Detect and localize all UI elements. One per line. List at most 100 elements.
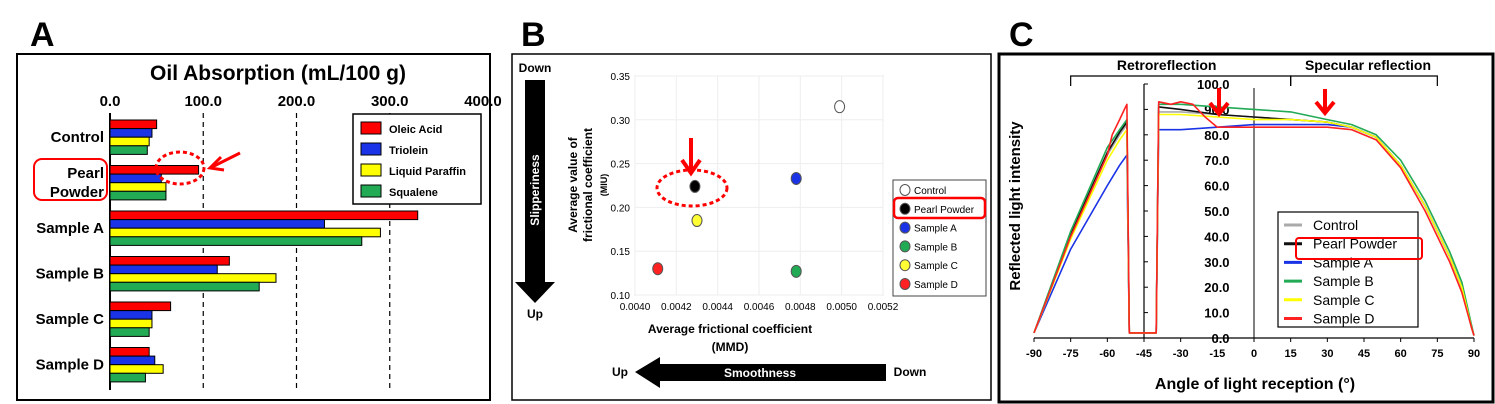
chart-b-plot-area	[634, 75, 884, 296]
legend-label-pearl-powder: Pearl Powder	[1313, 236, 1397, 252]
chart-c-x-axis-label: Angle of light reception (°)	[1155, 376, 1355, 393]
chart-b-x-axis-label: (MMD)	[712, 340, 749, 354]
bar-control-liquid-paraffin	[109, 136, 150, 147]
chart-c-y-tick-label: 100.0	[1197, 77, 1230, 92]
legend-swatch-squalene	[360, 184, 382, 198]
region-label-retroreflection: Retroreflection	[1117, 57, 1217, 73]
chart-a-x-ticks: 0.0 100.0 200.0 300.0 400.0	[100, 93, 502, 110]
pearl-powder-arrow-head-icon	[206, 155, 225, 172]
chart-a-legend: Oleic Acid Triolein Liquid Paraffin Squalen…	[352, 113, 482, 205]
chart-c-x-tick-label: 45	[1358, 348, 1370, 360]
line-sample-b	[1033, 103, 1475, 336]
panel-c-reflection-chart: Retroreflection Specular reflection -90 -7…	[997, 52, 1495, 404]
specular-arrow-head-icon	[1314, 100, 1336, 117]
chart-b-y-tick-label: 0.30	[611, 116, 631, 127]
legend-label-triolein: Triolein	[389, 145, 428, 157]
vertical-arrow-bottom-label: Up	[527, 307, 543, 321]
chart-a-category-labels: Control Pearl Powder Sample A Sample B Sample…	[36, 129, 105, 374]
point-sample-a	[790, 171, 802, 185]
legend-label-sample-a: Sample A	[914, 224, 957, 235]
chart-c-legend: Control Pearl Powder Sample A Sample B Sampl…	[1277, 211, 1423, 328]
chart-c-y-tick-label: 70.0	[1204, 153, 1229, 168]
chart-b-axis-labels: Average frictional coefficient (MMD) Avera…	[566, 128, 812, 354]
chart-b-ticks: 0.0040 0.0042 0.0044 0.0046 0.0048 0.0050 0.00…	[611, 72, 899, 313]
line-sample-d	[1033, 101, 1475, 336]
region-bracket-specular-reflection	[1290, 75, 1438, 86]
chart-b-x-tick-label: 0.0040	[620, 302, 651, 313]
chart-c-x-tick-label: -45	[1136, 348, 1152, 360]
pearl-powder-marker-callout	[655, 138, 729, 208]
panel-a-oil-absorption-chart: Oil Absorption (mL/100 g) 0.0 100.0 200.0 3…	[16, 53, 502, 401]
bar-control-oleic-acid	[109, 119, 158, 130]
pearl-powder-dashed-circle	[154, 150, 206, 186]
chart-b-x-tick-label: 0.0048	[785, 302, 816, 313]
legend-label-sample-d: Sample D	[1313, 311, 1374, 327]
chart-c-x-tick-label: -30	[1173, 348, 1189, 360]
legend-label-squalene: Squalene	[389, 187, 438, 199]
pearl-powder-down-arrow-head-icon	[680, 158, 702, 177]
chart-c-x-tick-label: -60	[1099, 348, 1115, 360]
panel-letter-b: B	[521, 16, 546, 54]
chart-a-x-tick-label: 100.0	[184, 93, 222, 110]
bar-sample-a-triolein	[109, 219, 325, 229]
legend-marker-sample-c	[899, 259, 911, 272]
horizontal-arrow-right-label: Down	[894, 365, 927, 379]
chart-c-y-tick-label: 80.0	[1204, 128, 1229, 143]
panel-letter-c: C	[1009, 16, 1034, 54]
bar-sample-b-squalene	[109, 281, 260, 292]
legend-marker-control	[899, 184, 911, 196]
chart-c-axes: -90 -75 -60 -45 -30 -15 0 15 30 45 60 75 90 0.0 10.0 20…	[1026, 77, 1480, 360]
chart-c-y-tick-label: 20.0	[1204, 280, 1229, 295]
chart-c-y-tick-label: 40.0	[1204, 229, 1229, 244]
legend-label-control: Control	[914, 186, 946, 197]
point-control	[834, 100, 846, 114]
smoothness-label: Smoothness	[724, 366, 796, 380]
bar-sample-d-oleic-acid	[109, 347, 150, 357]
legend-label-sample-d: Sample D	[914, 280, 958, 291]
legend-label-liquid-paraffin: Liquid Paraffin	[389, 166, 466, 178]
chart-b-y-tick-label: 0.10	[611, 291, 631, 302]
bar-sample-c-triolein	[109, 310, 153, 320]
legend-marker-pearl-powder	[899, 202, 911, 215]
chart-c-legend-frame	[1277, 211, 1419, 328]
chart-b-x-tick-label: 0.0044	[702, 302, 733, 313]
pearl-powder-arrow-icon	[211, 151, 241, 169]
chart-b-direction-arrows: Down Slipperiness Up Up Smoothness Down	[515, 61, 926, 388]
legend-label-sample-b: Sample B	[1313, 273, 1374, 289]
bar-sample-a-oleic-acid	[109, 210, 419, 221]
legend-swatch-triolein	[360, 142, 382, 156]
chart-b-y-axis-label: Average value of	[566, 136, 580, 233]
point-sample-c	[691, 214, 703, 228]
panel-letter-a: A	[30, 16, 55, 54]
chart-c-x-tick-label: 30	[1321, 348, 1333, 360]
chart-b-legend: Control Pearl Powder Sample A Sample B Sampl…	[892, 179, 987, 297]
chart-c-x-tick-label: -15	[1209, 348, 1225, 360]
chart-a-category-sample-c: Sample C	[36, 311, 105, 328]
point-sample-d	[652, 262, 664, 276]
chart-b-x-tick-label: 0.0042	[661, 302, 692, 313]
chart-c-x-tick-label: 75	[1431, 348, 1443, 360]
bar-sample-a-liquid-paraffin	[109, 227, 381, 238]
chart-c-x-tick-label: -75	[1063, 348, 1079, 360]
retro-arrow-head-icon	[1208, 101, 1230, 118]
bar-sample-b-oleic-acid	[109, 256, 230, 266]
chart-b-y-tick-label: 0.35	[611, 72, 631, 83]
chart-a-category-sample-b: Sample B	[36, 266, 105, 283]
chart-b-x-tick-label: 0.0046	[744, 302, 775, 313]
chart-a-x-tick-label: 300.0	[371, 93, 409, 110]
chart-c-x-tick-label: 15	[1285, 348, 1297, 360]
chart-b-y-axis-label-group: Average value of frictional coefficient (M…	[566, 128, 609, 242]
legend-marker-sample-b	[899, 240, 911, 253]
bar-sample-d-liquid-paraffin	[109, 364, 164, 374]
chart-a-category-pearl-powder: Pearl	[67, 165, 104, 182]
bar-sample-c-liquid-paraffin	[109, 318, 153, 329]
chart-a-x-tick-label: 200.0	[278, 93, 316, 110]
legend-label-sample-a: Sample A	[1313, 254, 1374, 270]
horizontal-arrow-left-label: Up	[612, 365, 628, 379]
bar-sample-d-squalene	[109, 372, 146, 383]
bar-pearl-powder-triolein	[109, 173, 162, 184]
chart-c-x-tick-label: 90	[1468, 348, 1480, 360]
chart-b-y-tick-label: 0.15	[611, 247, 631, 258]
chart-c-y-tick-label: 30.0	[1204, 255, 1229, 270]
chart-b-x-tick-label: 0.0050	[826, 302, 857, 313]
